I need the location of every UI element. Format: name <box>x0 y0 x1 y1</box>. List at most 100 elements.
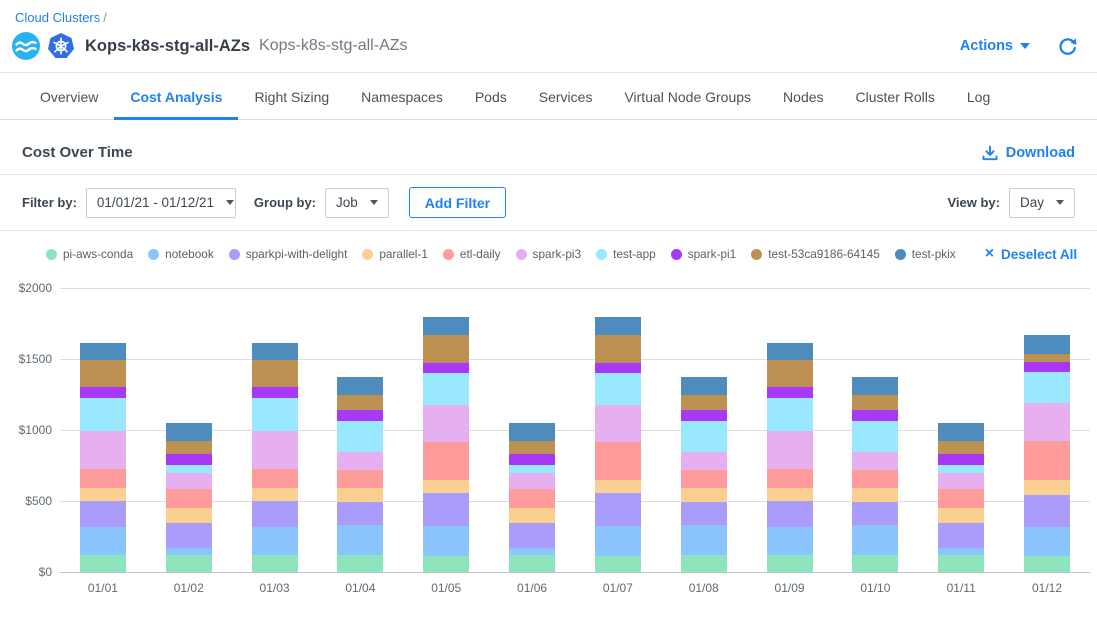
bar-segment-test-app[interactable] <box>165 464 212 473</box>
bar-segment-spark-pi1[interactable] <box>337 410 384 421</box>
bar-segment-sparkpi-with-delight[interactable] <box>1024 494 1071 527</box>
bar-segment-sparkpi-with-delight[interactable] <box>79 501 126 527</box>
bar-segment-spark-pi3[interactable] <box>938 472 985 490</box>
tab-log[interactable]: Log <box>966 89 991 105</box>
bar-segment-etl-daily[interactable] <box>509 489 556 509</box>
bar-segment-test-pkix[interactable] <box>509 422 556 441</box>
bar-segment-test-pkix[interactable] <box>337 376 384 396</box>
bar-segment-sparkpi-with-delight[interactable] <box>938 523 985 548</box>
bar-segment-sparkpi-with-delight[interactable] <box>337 501 384 526</box>
bar-segment-pi-aws-conda[interactable] <box>852 555 899 572</box>
add-filter-button[interactable]: Add Filter <box>408 187 507 218</box>
legend-item-test-app[interactable]: test-app <box>596 247 656 261</box>
bar-segment-test-53ca9186-64145[interactable] <box>594 335 641 363</box>
bar-segment-sparkpi-with-delight[interactable] <box>251 501 298 527</box>
bar-segment-test-53ca9186-64145[interactable] <box>423 335 470 363</box>
bar-segment-sparkpi-with-delight[interactable] <box>423 493 470 526</box>
bar-segment-test-app[interactable] <box>680 420 727 453</box>
bar-segment-notebook[interactable] <box>79 526 126 555</box>
bar-segment-spark-pi1[interactable] <box>1024 362 1071 372</box>
actions-button[interactable]: Actions <box>960 38 1030 54</box>
legend-item-test-pkix[interactable]: test-pkix <box>894 247 956 261</box>
bar-segment-pi-aws-conda[interactable] <box>766 555 813 572</box>
bar-segment-spark-pi3[interactable] <box>423 404 470 443</box>
bar-segment-spark-pi3[interactable] <box>1024 403 1071 441</box>
bar-segment-pi-aws-conda[interactable] <box>509 555 556 572</box>
bar-segment-etl-daily[interactable] <box>165 489 212 509</box>
bar-segment-parallel-1[interactable] <box>1024 479 1071 495</box>
bar-segment-parallel-1[interactable] <box>938 508 985 524</box>
tab-right-sizing[interactable]: Right Sizing <box>254 89 330 105</box>
tab-overview[interactable]: Overview <box>40 89 99 105</box>
bar-segment-etl-daily[interactable] <box>938 489 985 509</box>
bar-segment-sparkpi-with-delight[interactable] <box>509 523 556 548</box>
legend-item-pi-aws-conda[interactable]: pi-aws-conda <box>46 247 133 261</box>
bar-segment-sparkpi-with-delight[interactable] <box>680 501 727 526</box>
bar-segment-parallel-1[interactable] <box>423 479 470 494</box>
bar-segment-etl-daily[interactable] <box>852 469 899 488</box>
bar-segment-test-53ca9186-64145[interactable] <box>251 360 298 388</box>
bar-segment-spark-pi1[interactable] <box>852 410 899 421</box>
bar-segment-test-53ca9186-64145[interactable] <box>680 395 727 411</box>
bar-segment-etl-daily[interactable] <box>337 469 384 488</box>
bar-segment-pi-aws-conda[interactable] <box>938 555 985 572</box>
bar-segment-test-pkix[interactable] <box>79 342 126 361</box>
bar-segment-parallel-1[interactable] <box>251 487 298 502</box>
bar-segment-parallel-1[interactable] <box>79 487 126 502</box>
bar-segment-notebook[interactable] <box>1024 526 1071 556</box>
bar-segment-spark-pi1[interactable] <box>79 387 126 399</box>
bar-segment-sparkpi-with-delight[interactable] <box>852 501 899 526</box>
bar-segment-etl-daily[interactable] <box>680 469 727 488</box>
bar-segment-spark-pi1[interactable] <box>938 453 985 465</box>
bar-segment-test-53ca9186-64145[interactable] <box>852 395 899 411</box>
bar-segment-notebook[interactable] <box>680 525 727 555</box>
bar-segment-test-app[interactable] <box>852 420 899 453</box>
legend-item-parallel-1[interactable]: parallel-1 <box>362 247 428 261</box>
bar-segment-test-pkix[interactable] <box>766 342 813 361</box>
bar-segment-pi-aws-conda[interactable] <box>680 555 727 572</box>
bar-segment-test-pkix[interactable] <box>938 422 985 441</box>
legend-item-notebook[interactable]: notebook <box>148 247 214 261</box>
bar-segment-test-app[interactable] <box>337 420 384 453</box>
bar-segment-test-pkix[interactable] <box>423 316 470 336</box>
bar-segment-test-53ca9186-64145[interactable] <box>766 360 813 388</box>
bar-segment-parallel-1[interactable] <box>680 487 727 502</box>
bar-segment-spark-pi3[interactable] <box>337 452 384 470</box>
bar-segment-parallel-1[interactable] <box>766 487 813 502</box>
bar-segment-notebook[interactable] <box>337 525 384 555</box>
bar-segment-spark-pi1[interactable] <box>423 362 470 373</box>
bar-segment-spark-pi3[interactable] <box>251 430 298 470</box>
bar-segment-pi-aws-conda[interactable] <box>337 555 384 572</box>
bar-segment-spark-pi1[interactable] <box>251 387 298 399</box>
bar-segment-notebook[interactable] <box>594 525 641 556</box>
bar-segment-sparkpi-with-delight[interactable] <box>766 501 813 527</box>
bar-segment-test-pkix[interactable] <box>594 316 641 336</box>
date-range-select[interactable]: 01/01/21 - 01/12/21 <box>85 187 236 218</box>
bar-segment-pi-aws-conda[interactable] <box>423 555 470 572</box>
bar-segment-notebook[interactable] <box>165 547 212 555</box>
tab-pods[interactable]: Pods <box>474 89 507 105</box>
bar-segment-etl-daily[interactable] <box>251 469 298 488</box>
tab-namespaces[interactable]: Namespaces <box>361 89 443 105</box>
legend-item-spark-pi1[interactable]: spark-pi1 <box>670 247 736 261</box>
bar-segment-notebook[interactable] <box>251 526 298 555</box>
bar-segment-pi-aws-conda[interactable] <box>594 555 641 572</box>
legend-item-etl-daily[interactable]: etl-daily <box>442 247 501 261</box>
bar-segment-sparkpi-with-delight[interactable] <box>165 523 212 548</box>
bar-segment-test-53ca9186-64145[interactable] <box>1024 353 1071 363</box>
download-button[interactable]: Download <box>982 145 1075 161</box>
bar-segment-test-app[interactable] <box>423 372 470 405</box>
bar-segment-spark-pi1[interactable] <box>680 410 727 421</box>
bar-segment-spark-pi3[interactable] <box>852 452 899 470</box>
bar-segment-test-app[interactable] <box>594 372 641 405</box>
bar-segment-sparkpi-with-delight[interactable] <box>594 493 641 526</box>
bar-segment-spark-pi1[interactable] <box>766 387 813 399</box>
bar-segment-test-53ca9186-64145[interactable] <box>509 440 556 454</box>
bar-segment-pi-aws-conda[interactable] <box>165 555 212 572</box>
bar-segment-test-app[interactable] <box>1024 371 1071 404</box>
bar-segment-parallel-1[interactable] <box>165 508 212 524</box>
bar-segment-spark-pi3[interactable] <box>766 430 813 470</box>
breadcrumb-cloud-clusters-link[interactable]: Cloud Clusters <box>15 10 101 25</box>
bar-segment-etl-daily[interactable] <box>79 469 126 488</box>
bar-segment-test-app[interactable] <box>79 398 126 431</box>
